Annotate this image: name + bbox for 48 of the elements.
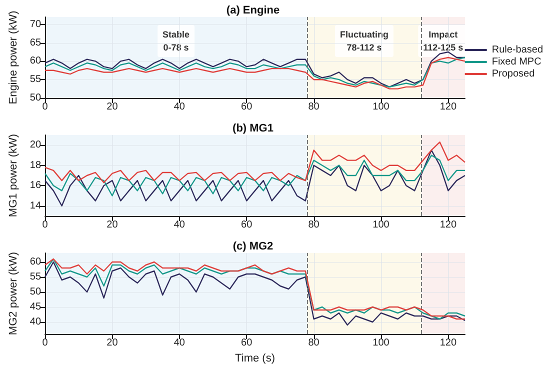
x-tick-label: 0 [42,220,48,230]
y-tick-label: 14 [30,200,42,212]
x-tick-label: 60 [241,220,253,230]
band-label: Impact 112-125 s [423,30,464,52]
x-tick-label: 60 [241,102,253,112]
y-axis-title: Engine power (kW) [8,10,20,104]
y-tick-label: 55 [30,74,42,86]
legend-label: Proposed [492,68,535,80]
x-axis-title: Time (s) [235,352,275,364]
legend-label: Rule-based [492,44,544,56]
y-axis-title: MG2 power (kW) [8,252,20,336]
y-tick-label: 16 [30,180,42,192]
y-tick-label: 18 [30,160,42,171]
x-tick-label: 0 [42,102,48,112]
y-tick-label: 70 [30,18,42,30]
y-tick-label: 65 [30,37,42,48]
x-tick-label: 120 [440,220,457,230]
y-tick-label: 60 [30,56,42,67]
chart-title: (b) MG1 [232,122,274,134]
legend-label: Fixed MPC [492,56,542,68]
x-tick-label: 20 [106,102,118,112]
y-tick-label: 45 [30,302,42,312]
y-tick-label: 40 [30,316,42,328]
x-tick-label: 40 [174,220,186,230]
y-tick-label: 55 [30,272,42,282]
chart-title: (a) Engine [226,4,280,16]
x-tick-label: 20 [106,338,118,348]
x-tick-label: 80 [308,338,320,348]
y-tick-label: 20 [30,140,42,151]
x-tick-label: 120 [440,338,457,348]
x-tick-label: 100 [372,102,390,112]
x-tick-label: 100 [372,220,390,230]
x-tick-label: 40 [174,338,186,348]
x-tick-label: 40 [174,102,186,112]
y-tick-label: 50 [30,92,42,104]
x-tick-label: 20 [106,220,118,230]
y-tick-label: 50 [30,286,42,298]
x-tick-label: 100 [372,338,390,348]
chart-title: (c) MG2 [232,240,274,252]
x-tick-label: 80 [308,220,320,230]
x-tick-label: 0 [42,338,48,348]
x-tick-label: 80 [308,102,320,112]
band-label: Fluctuating 78-112 s [340,30,388,52]
x-tick-label: 120 [440,102,457,112]
x-tick-label: 60 [241,338,253,348]
band-label: Stable 0-78 s [162,30,190,52]
y-tick-label: 60 [30,256,42,268]
y-axis-title: MG1 power (kW) [8,134,20,218]
